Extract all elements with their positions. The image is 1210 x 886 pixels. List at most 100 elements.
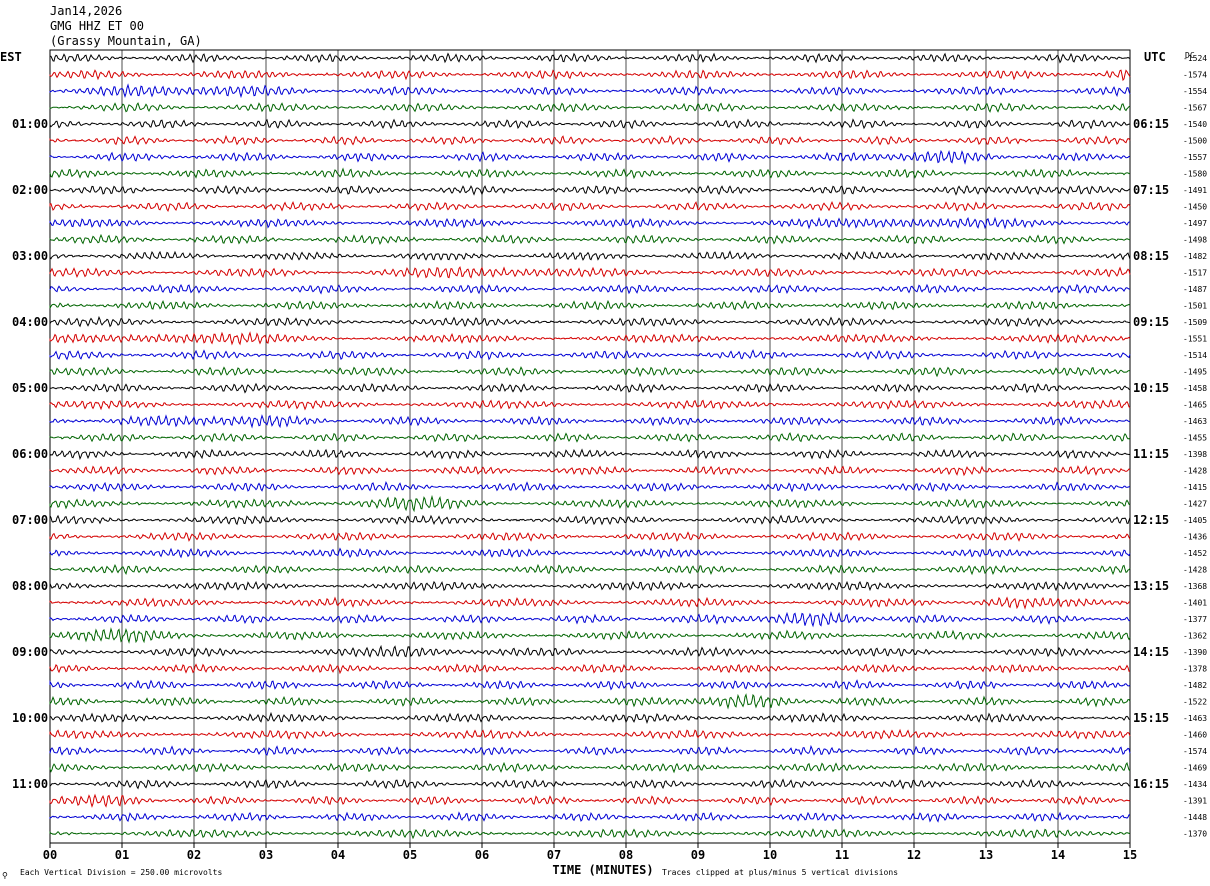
right-hour-label: 16:15 [1133,777,1169,791]
right-timezone-label: UTC [1144,50,1166,64]
dc-offset-label: -1540 [1183,120,1207,129]
x-tick-label: 11 [835,848,849,862]
dc-offset-label: -1463 [1183,417,1207,426]
left-hour-label: 03:00 [12,249,48,263]
seismic-trace [49,432,1131,443]
x-tick-label: 06 [475,848,489,862]
seismic-trace [49,580,1131,592]
seismic-trace [49,728,1131,740]
footer-clip-note: Traces clipped at plus/minus 5 vertical … [662,868,898,877]
seismic-trace [49,547,1131,559]
seismic-trace [49,201,1131,213]
header-date: Jan14,2026 [50,4,123,18]
dc-offset-label: -1465 [1183,401,1207,410]
right-hour-label: 09:15 [1133,315,1169,329]
seismic-trace [49,283,1131,295]
dc-offset-label: -1460 [1183,731,1207,740]
seismic-trace [49,315,1131,328]
seismic-trace [49,693,1131,710]
seismic-trace [49,102,1131,113]
x-tick-label: 12 [907,848,921,862]
seismic-trace [49,185,1131,196]
dc-offset-label: -1501 [1183,302,1207,311]
dc-offset-label: -1498 [1183,236,1207,245]
seismic-trace [49,627,1131,644]
left-hour-label: 11:00 [12,777,48,791]
seismic-trace [49,778,1131,790]
seismic-trace [49,663,1130,675]
dc-offset-label: -1362 [1183,632,1207,641]
seismic-trace [49,481,1131,493]
x-tick-label: 04 [331,848,345,862]
seismic-trace [49,69,1131,82]
seismic-trace [49,167,1131,180]
left-hour-label: 04:00 [12,315,48,329]
seismic-trace [49,761,1131,774]
seismic-trace [49,52,1131,64]
seismic-trace [49,299,1131,311]
x-tick-label: 07 [547,848,561,862]
dc-header-label: DC [1185,51,1195,60]
dc-offset-label: -1482 [1183,252,1207,261]
dc-offset-label: -1455 [1183,434,1207,443]
x-tick-label: 02 [187,848,201,862]
right-hour-label: 06:15 [1133,117,1169,131]
plot-grid [49,49,1131,848]
dc-offset-label: -1377 [1183,615,1207,624]
x-tick-label: 00 [43,848,57,862]
seismic-trace [49,514,1131,526]
seismic-trace [49,83,1131,99]
dc-offset-label: -1427 [1183,500,1207,509]
dc-offset-label: -1487 [1183,285,1207,294]
seismic-trace [49,233,1131,246]
right-hour-label: 13:15 [1133,579,1169,593]
seismic-trace [49,494,1131,513]
left-hour-label: 09:00 [12,645,48,659]
header-station: GMG HHZ ET 00 [50,19,144,33]
dc-offset-label: -1517 [1183,269,1207,278]
dc-offset-label: -1434 [1183,780,1207,789]
x-tick-label: 05 [403,848,417,862]
dc-offset-label: -1497 [1183,219,1207,228]
seismic-trace [49,828,1131,840]
seismic-trace [49,216,1131,230]
left-hour-label: 06:00 [12,447,48,461]
x-tick-label: 03 [259,848,273,862]
plot-frame [49,49,1131,844]
dc-offset-label: -1428 [1183,467,1207,476]
dc-offset-label: -1452 [1183,549,1207,558]
dc-offset-label: -1514 [1183,351,1207,360]
dc-offset-label: -1450 [1183,203,1207,212]
x-tick-label: 01 [115,848,129,862]
left-hour-label: 10:00 [12,711,48,725]
left-hour-label: 08:00 [12,579,48,593]
dc-offset-label: -1551 [1183,335,1207,344]
seismic-trace [49,149,1131,165]
header-location: (Grassy Mountain, GA) [50,34,202,48]
dc-offset-label: -1368 [1183,582,1207,591]
x-tick-label: 09 [691,848,705,862]
seismic-trace [49,679,1131,691]
seismic-trace [49,250,1131,261]
x-tick-label: 10 [763,848,777,862]
dc-offset-label: -1370 [1183,830,1207,839]
dc-offset-label: -1448 [1183,813,1207,822]
left-hour-label: 02:00 [12,183,48,197]
dc-offset-label: -1469 [1183,764,1207,773]
dc-offset-label: -1390 [1183,648,1207,657]
x-tick-label: 14 [1051,848,1065,862]
dc-offset-label: -1415 [1183,483,1207,492]
x-tick-label: 15 [1123,848,1137,862]
dc-offset-label: -1580 [1183,170,1207,179]
seismic-trace [49,793,1131,808]
seismic-trace [49,266,1131,279]
seismic-trace [49,382,1131,394]
seismic-trace [49,331,1131,346]
seismic-trace [49,644,1131,658]
dc-offset-label: -1509 [1183,318,1207,327]
dc-offset-label: -1398 [1183,450,1207,459]
dc-offset-label: -1458 [1183,384,1207,393]
dc-offset-label: -1522 [1183,698,1207,707]
dc-offset-label: -1524 [1183,54,1207,63]
